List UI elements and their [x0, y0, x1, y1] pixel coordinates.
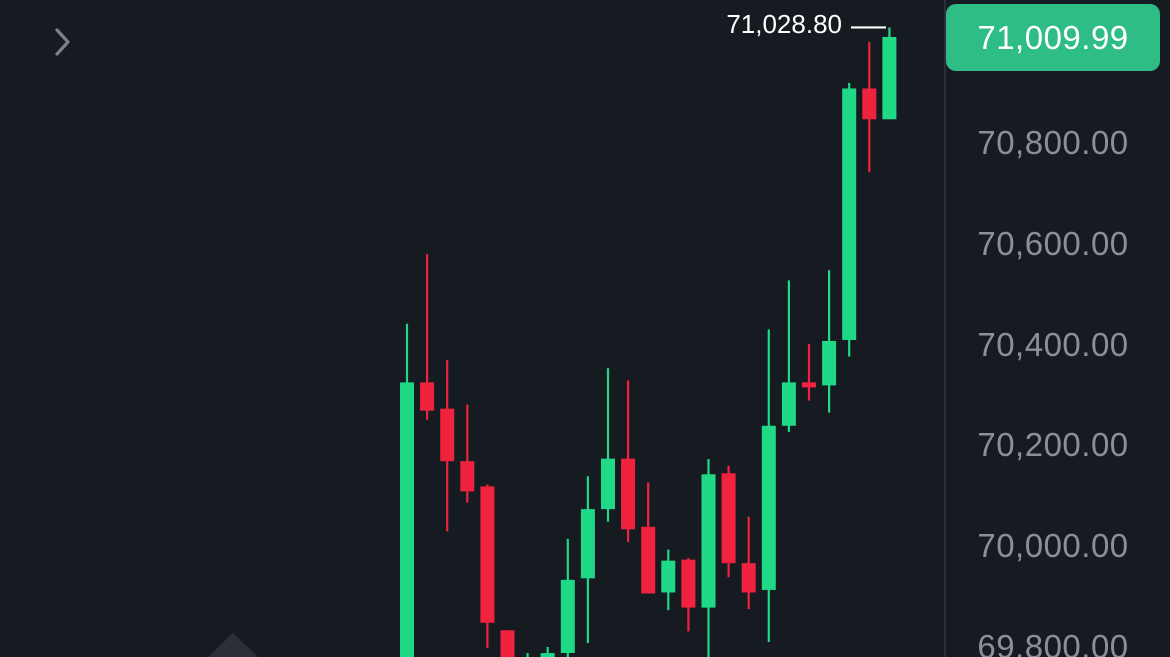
candle[interactable] — [580, 476, 595, 643]
candle-body — [500, 630, 515, 657]
candle[interactable] — [842, 82, 857, 357]
candle-body — [842, 88, 857, 340]
candle-body — [440, 408, 455, 462]
candle-body — [560, 579, 575, 654]
candle[interactable] — [400, 323, 414, 657]
price-tick-label: 69,800.00 — [977, 628, 1129, 657]
expand-sidebar-button[interactable] — [44, 22, 84, 62]
candle[interactable] — [440, 360, 455, 532]
price-tick-label: 70,400.00 — [977, 326, 1129, 363]
candle-body — [661, 560, 676, 593]
candle[interactable] — [641, 482, 656, 594]
candle[interactable] — [621, 380, 636, 542]
candle-body — [540, 653, 555, 657]
candle-body — [862, 88, 877, 120]
candle-body — [822, 340, 837, 386]
candle[interactable] — [601, 368, 615, 522]
overlay-tab-indicator — [206, 633, 260, 657]
candle[interactable] — [500, 630, 515, 657]
candle[interactable] — [781, 280, 796, 432]
candle[interactable] — [822, 270, 837, 413]
candle[interactable] — [802, 343, 816, 401]
candle[interactable] — [701, 459, 716, 657]
candle-body — [701, 474, 716, 608]
candle-body — [641, 526, 656, 594]
candle[interactable] — [560, 538, 575, 657]
candle[interactable] — [661, 549, 676, 611]
candle[interactable] — [862, 42, 877, 173]
candlestick-chart[interactable] — [0, 0, 944, 657]
candle-body — [580, 509, 595, 579]
candle-body — [621, 458, 636, 530]
candle-body — [802, 382, 816, 388]
candle-body — [721, 473, 736, 564]
candle[interactable] — [681, 558, 696, 632]
candle[interactable] — [761, 329, 776, 642]
candle-body — [480, 486, 495, 623]
price-tick-label: 70,000.00 — [977, 527, 1129, 564]
current-price-badge: 71,009.99 — [946, 4, 1160, 71]
price-tick-label: 70,200.00 — [977, 426, 1129, 463]
price-tick-label: 70,800.00 — [977, 124, 1129, 161]
candle[interactable] — [540, 646, 555, 657]
candle-body — [761, 425, 776, 590]
candle-body — [882, 36, 897, 120]
candle-body — [400, 382, 414, 657]
chevron-right-icon — [55, 28, 70, 56]
candle[interactable] — [460, 404, 475, 503]
price-axis-divider — [944, 0, 946, 657]
candle[interactable] — [721, 465, 736, 578]
candle[interactable] — [882, 27, 897, 120]
high-price-label: 71,028.80 — [726, 9, 842, 39]
candle-body — [681, 559, 696, 608]
candle-body — [781, 382, 796, 426]
candle-body — [420, 382, 435, 411]
candle[interactable] — [521, 653, 535, 657]
candle-body — [601, 458, 615, 510]
candle-body — [460, 461, 475, 492]
candle[interactable] — [480, 484, 495, 648]
candle[interactable] — [420, 254, 435, 420]
candle[interactable] — [741, 516, 756, 610]
candlestick-plot[interactable] — [0, 0, 944, 657]
candle-body — [741, 563, 756, 593]
price-tick-label: 70,600.00 — [977, 225, 1129, 262]
